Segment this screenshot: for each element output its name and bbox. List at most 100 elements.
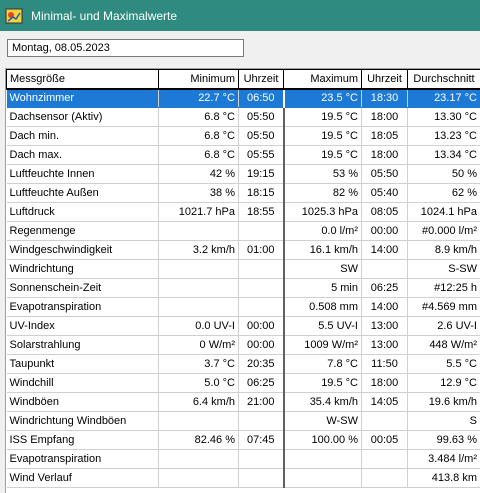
cell-maximum: 53 % bbox=[283, 164, 362, 184]
cell-max-time: 18:00 bbox=[361, 107, 408, 127]
cell-name: Evapotranspiration bbox=[6, 449, 159, 469]
cell-name: Windrichtung Windböen bbox=[6, 411, 159, 431]
cell-average: 13.30 °C bbox=[407, 107, 480, 127]
cell-name: Windchill bbox=[6, 373, 159, 393]
header-maximum[interactable]: Maximum bbox=[283, 69, 362, 90]
cell-maximum bbox=[283, 468, 362, 488]
table-row[interactable]: Windrichtung SW S-SW bbox=[6, 259, 480, 279]
cell-average: 1024.1 hPa bbox=[407, 202, 480, 222]
cell-maximum: 19.5 °C bbox=[283, 373, 362, 393]
cell-minimum: 42 % bbox=[158, 164, 239, 184]
cell-minimum bbox=[158, 449, 239, 469]
cell-max-time: 18:05 bbox=[361, 126, 408, 146]
cell-minimum: 6.8 °C bbox=[158, 126, 239, 146]
header-messgroesse[interactable]: Messgröße bbox=[6, 69, 159, 90]
table-row[interactable]: Wohnzimmer 22.7 °C 06:50 23.5 °C 18:30 23.17 … bbox=[6, 88, 480, 108]
table-row[interactable]: ISS Empfang 82.46 % 07:45 100.00 % 00:05 99.6… bbox=[6, 430, 480, 450]
cell-minimum: 0.0 UV-I bbox=[158, 316, 239, 336]
table-row[interactable]: Dach max. 6.8 °C 05:55 19.5 °C 18:00 13.34 °C bbox=[6, 145, 480, 165]
cell-average: 23.17 °C bbox=[407, 88, 480, 108]
table-row[interactable]: Evapotranspiration 3.484 l/m² bbox=[6, 449, 480, 469]
cell-name: Luftdruck bbox=[6, 202, 159, 222]
table-row[interactable]: Windböen 6.4 km/h 21:00 35.4 km/h 14:05 19.6 … bbox=[6, 392, 480, 412]
cell-maximum: W-SW bbox=[283, 411, 362, 431]
cell-average: 8.9 km/h bbox=[407, 240, 480, 260]
cell-maximum: SW bbox=[283, 259, 362, 279]
cell-maximum: 19.5 °C bbox=[283, 145, 362, 165]
cell-min-time bbox=[238, 449, 285, 469]
cell-max-time bbox=[361, 259, 408, 279]
table-row[interactable]: Luftfeuchte Innen 42 % 19:15 53 % 05:50 50 % bbox=[6, 164, 480, 184]
table-row[interactable]: Dachsensor (Aktiv) 6.8 °C 05:50 19.5 °C 18:0… bbox=[6, 107, 480, 127]
cell-name: Regenmenge bbox=[6, 221, 159, 241]
window-title: Minimal- und Maximalwerte bbox=[31, 8, 178, 23]
table-row[interactable]: Wind Verlauf 413.8 km bbox=[6, 468, 480, 488]
table-row[interactable]: Evapotranspiration 0.508 mm 14:00 #4.569 mm bbox=[6, 297, 480, 317]
cell-average: 62 % bbox=[407, 183, 480, 203]
cell-min-time: 21:00 bbox=[238, 392, 285, 412]
title-bar[interactable]: Minimal- und Maximalwerte bbox=[0, 0, 480, 31]
table-row[interactable]: Windgeschwindigkeit 3.2 km/h 01:00 16.1 km/… bbox=[6, 240, 480, 260]
cell-minimum: 5.0 °C bbox=[158, 373, 239, 393]
cell-average: 5.5 °C bbox=[407, 354, 480, 374]
cell-max-time bbox=[361, 449, 408, 469]
cell-min-time bbox=[238, 297, 285, 317]
cell-minimum: 3.2 km/h bbox=[158, 240, 239, 260]
header-minimum[interactable]: Minimum bbox=[158, 69, 239, 90]
cell-min-time: 18:55 bbox=[238, 202, 285, 222]
cell-min-time bbox=[238, 278, 285, 298]
table-row[interactable]: Windrichtung Windböen W-SW S bbox=[6, 411, 480, 431]
header-max-time[interactable]: Uhrzeit bbox=[361, 69, 408, 90]
header-min-time[interactable]: Uhrzeit bbox=[238, 69, 284, 90]
cell-minimum: 82.46 % bbox=[158, 430, 239, 450]
cell-maximum: 5 min bbox=[283, 278, 362, 298]
table-row[interactable]: Sonnenschein-Zeit 5 min 06:25 #12:25 h bbox=[6, 278, 480, 298]
table-row[interactable]: Luftdruck 1021.7 hPa 18:55 1025.3 hPa 08:05 1… bbox=[6, 202, 480, 222]
table-row[interactable]: Regenmenge 0.0 l/m² 00:00 #0.000 l/m² bbox=[6, 221, 480, 241]
cell-max-time: 06:25 bbox=[361, 278, 408, 298]
cell-average: 13.23 °C bbox=[407, 126, 480, 146]
cell-maximum: 0.508 mm bbox=[283, 297, 362, 317]
cell-average: 99.63 % bbox=[407, 430, 480, 450]
cell-average: S bbox=[407, 411, 480, 431]
date-field[interactable]: Montag, 08.05.2023 bbox=[7, 39, 244, 57]
cell-maximum: 7.8 °C bbox=[283, 354, 362, 374]
table-row[interactable]: Dach min. 6.8 °C 05:50 19.5 °C 18:05 13.23 °C bbox=[6, 126, 480, 146]
table-row[interactable]: Taupunkt 3.7 °C 20:35 7.8 °C 11:50 5.5 °C bbox=[6, 354, 480, 374]
cell-min-time: 20:35 bbox=[238, 354, 285, 374]
cell-name: Luftfeuchte Innen bbox=[6, 164, 159, 184]
cell-max-time: 00:05 bbox=[361, 430, 408, 450]
values-table: Messgröße Minimum Uhrzeit Maximum Uhrzei… bbox=[6, 69, 480, 488]
cell-name: Luftfeuchte Außen bbox=[6, 183, 159, 203]
cell-name: Wohnzimmer bbox=[6, 88, 159, 108]
cell-min-time bbox=[238, 259, 285, 279]
cell-minimum: 0 W/m² bbox=[158, 335, 239, 355]
table-row[interactable]: Solarstrahlung 0 W/m² 00:00 1009 W/m² 13:00 4… bbox=[6, 335, 480, 355]
cell-minimum bbox=[158, 411, 239, 431]
cell-name: Dachsensor (Aktiv) bbox=[6, 107, 159, 127]
cell-average: #12:25 h bbox=[407, 278, 480, 298]
cell-min-time: 07:45 bbox=[238, 430, 285, 450]
cell-maximum: 19.5 °C bbox=[283, 107, 362, 127]
cell-max-time: 14:05 bbox=[361, 392, 408, 412]
cell-max-time: 18:30 bbox=[361, 88, 408, 108]
app-icon[interactable] bbox=[5, 7, 23, 25]
cell-maximum: 16.1 km/h bbox=[283, 240, 362, 260]
table-row[interactable]: Windchill 5.0 °C 06:25 19.5 °C 18:00 12.9 °C bbox=[6, 373, 480, 393]
cell-min-time: 18:15 bbox=[238, 183, 285, 203]
cell-average: S-SW bbox=[407, 259, 480, 279]
cell-name: Evapotranspiration bbox=[6, 297, 159, 317]
cell-minimum: 3.7 °C bbox=[158, 354, 239, 374]
cell-average: 413.8 km bbox=[407, 468, 480, 488]
values-table-container[interactable]: Messgröße Minimum Uhrzeit Maximum Uhrzei… bbox=[5, 68, 480, 493]
cell-average: 2.6 UV-I bbox=[407, 316, 480, 336]
cell-maximum: 19.5 °C bbox=[283, 126, 362, 146]
table-row[interactable]: Luftfeuchte Außen 38 % 18:15 82 % 05:40 62 % bbox=[6, 183, 480, 203]
table-row[interactable]: UV-Index 0.0 UV-I 00:00 5.5 UV-I 13:00 2.6 UV… bbox=[6, 316, 480, 336]
cell-average: 50 % bbox=[407, 164, 480, 184]
cell-maximum: 0.0 l/m² bbox=[283, 221, 362, 241]
header-durchschnitt[interactable]: Durchschnitt bbox=[407, 69, 480, 90]
cell-min-time bbox=[238, 468, 285, 488]
cell-min-time: 00:00 bbox=[238, 316, 285, 336]
cell-min-time: 06:25 bbox=[238, 373, 285, 393]
